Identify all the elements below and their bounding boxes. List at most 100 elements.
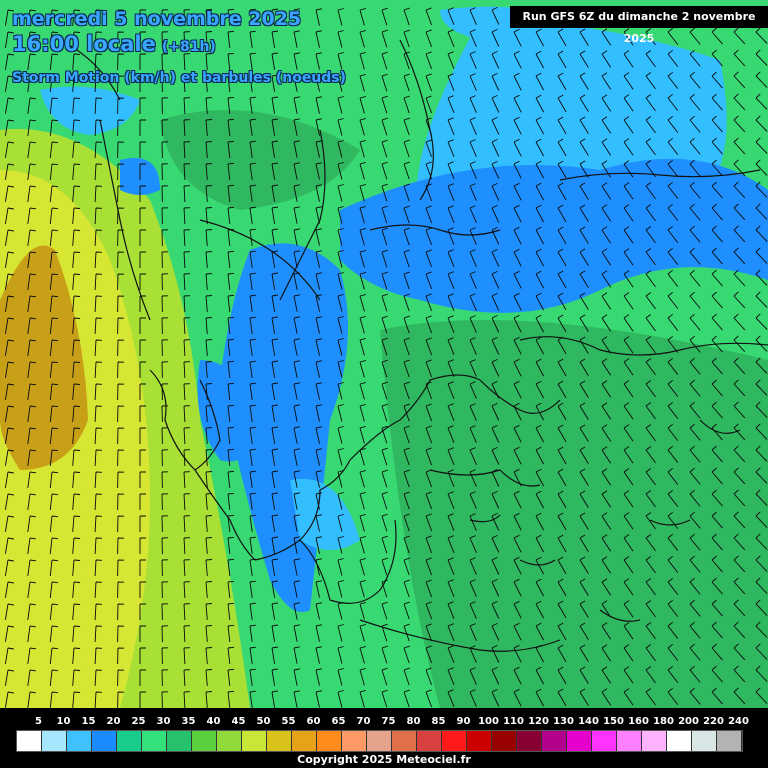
- wind-barb: [733, 555, 746, 573]
- wind-barb: [733, 181, 746, 199]
- wind-barb: [27, 185, 36, 202]
- wind-barb: [733, 71, 746, 89]
- wind-barb: [447, 601, 455, 619]
- wind-barb: [623, 556, 634, 574]
- wind-barb: [315, 668, 322, 686]
- wind-barb: [4, 207, 14, 224]
- wind-barb: [535, 578, 544, 597]
- wind-barb: [755, 599, 768, 616]
- wind-barb: [469, 161, 477, 179]
- wind-barb: [667, 533, 679, 551]
- wind-barb: [293, 492, 300, 510]
- wind-barb: [513, 270, 522, 289]
- wind-barb: [601, 292, 612, 310]
- wind-barb: [755, 533, 768, 550]
- coastline: [359, 619, 561, 652]
- wind-barb: [667, 687, 679, 705]
- wind-barb: [733, 621, 746, 639]
- wind-barb: [755, 467, 768, 484]
- wind-barb: [689, 511, 701, 529]
- legend-label: 65: [331, 716, 346, 727]
- wind-barb: [271, 140, 278, 158]
- wind-barb: [227, 382, 235, 400]
- wind-barb: [49, 647, 59, 664]
- wind-barb: [249, 404, 256, 422]
- wind-barb: [359, 227, 366, 246]
- wind-barb: [403, 161, 410, 180]
- wind-barb: [249, 668, 256, 686]
- legend-label: 240: [728, 716, 749, 727]
- wind-barb: [183, 31, 191, 49]
- wind-barb: [359, 249, 366, 268]
- wind-barb: [557, 380, 567, 399]
- wind-barb: [27, 559, 36, 576]
- wind-barb: [711, 511, 723, 529]
- wind-barb: [579, 600, 589, 618]
- wind-barb: [381, 51, 388, 70]
- wind-barb: [601, 50, 612, 68]
- wind-barb: [27, 119, 36, 136]
- wind-barb: [139, 75, 146, 92]
- wind-barb: [381, 447, 388, 466]
- wind-barb: [183, 383, 191, 401]
- wind-barb: [27, 625, 36, 642]
- wind-barb: [403, 491, 410, 510]
- wind-barb: [49, 537, 59, 554]
- wind-barb: [337, 360, 344, 378]
- wind-barb: [94, 317, 103, 335]
- wind-barb: [667, 665, 679, 683]
- wind-barb: [733, 687, 746, 705]
- wind-barb: [579, 622, 589, 640]
- wind-barb: [161, 251, 169, 269]
- wind-barb: [227, 30, 235, 48]
- wind-barb: [359, 513, 366, 532]
- wind-barb: [139, 295, 146, 312]
- wind-barb: [711, 225, 723, 243]
- wind-barb: [49, 339, 59, 356]
- wind-barb: [27, 339, 36, 356]
- legend-label: 20: [106, 716, 121, 727]
- wind-barb: [403, 205, 410, 224]
- wind-barb: [271, 404, 278, 422]
- coastline: [599, 609, 641, 622]
- wind-barb: [139, 427, 146, 444]
- wind-barb: [447, 403, 455, 421]
- wind-barb: [337, 646, 344, 664]
- wind-barb: [359, 117, 366, 136]
- coastlines: [59, 39, 768, 652]
- wind-barb: [249, 140, 256, 158]
- wind-barb: [557, 578, 567, 597]
- wind-barb: [337, 624, 344, 642]
- wind-barb: [601, 182, 612, 200]
- wind-barb: [513, 446, 522, 465]
- wind-barb: [315, 162, 322, 180]
- wind-barb: [403, 95, 410, 114]
- wind-barb: [645, 204, 656, 222]
- wind-barb: [337, 382, 344, 400]
- wind-barb: [293, 52, 300, 70]
- wind-barb: [315, 646, 322, 664]
- wind-barb: [205, 427, 213, 444]
- wind-barb: [139, 405, 146, 422]
- wind-barb: [733, 489, 746, 507]
- wind-barb: [733, 313, 746, 331]
- wind-barb: [711, 665, 723, 683]
- wind-barb: [293, 602, 300, 620]
- wind-barb: [4, 229, 14, 246]
- wind-barb: [689, 621, 701, 639]
- wind-barb: [337, 8, 344, 26]
- wind-barb: [27, 383, 36, 400]
- wind-barb: [205, 141, 213, 158]
- wind-barb: [161, 339, 169, 357]
- wind-barb: [733, 225, 746, 243]
- wind-barb: [271, 206, 278, 224]
- wind-barb: [623, 666, 634, 684]
- wind-barb: [513, 292, 522, 311]
- coastline: [99, 119, 151, 321]
- wind-barb: [183, 581, 191, 599]
- wind-barb: [469, 689, 477, 707]
- wind-barb: [623, 644, 634, 662]
- wind-barb: [425, 227, 433, 246]
- wind-barb: [72, 405, 81, 422]
- wind-barb: [579, 160, 589, 178]
